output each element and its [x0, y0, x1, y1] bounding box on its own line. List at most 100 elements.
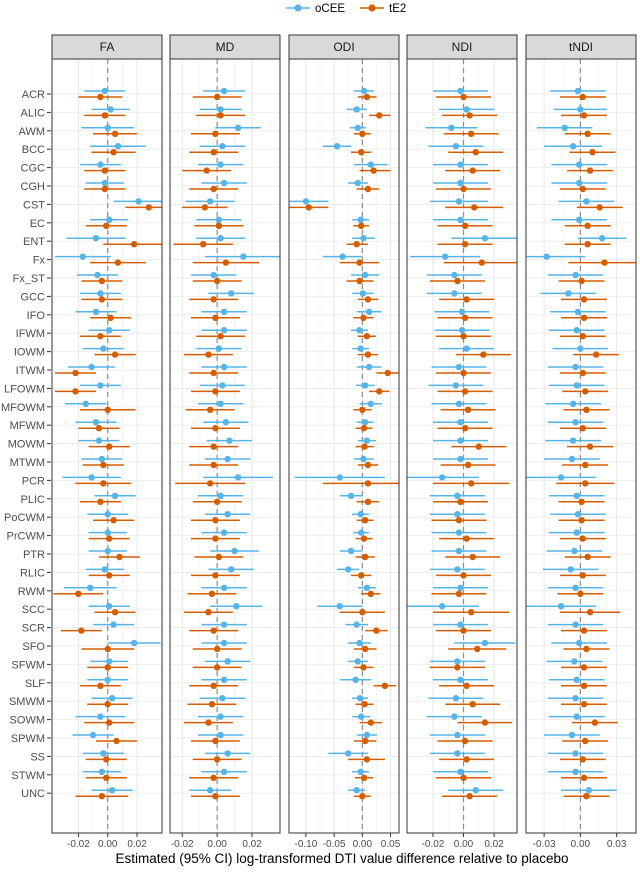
point-estimate [361, 517, 369, 524]
point-estimate [460, 369, 467, 377]
point-estimate [106, 719, 113, 726]
point-estimate [92, 235, 100, 242]
point-estimate [104, 701, 111, 708]
point-estimate [578, 517, 585, 524]
point-estimate [354, 124, 362, 131]
point-estimate [75, 590, 82, 597]
point-estimate [336, 474, 343, 481]
point-estimate [474, 645, 481, 653]
point-estimate [561, 124, 568, 131]
point-estimate [363, 731, 371, 739]
point-estimate [86, 584, 94, 591]
point-estimate [461, 425, 469, 432]
point-estimate [357, 511, 364, 518]
row-label-lfowm: LFOWM [4, 383, 45, 395]
point-estimate [373, 627, 380, 634]
point-estimate [365, 363, 373, 371]
point-estimate [356, 639, 363, 647]
point-estimate [97, 682, 104, 689]
point-estimate [460, 572, 467, 579]
point-estimate [367, 719, 374, 726]
point-estimate [361, 645, 369, 653]
series-ocee [185, 87, 280, 794]
point-estimate [104, 645, 111, 653]
x-tick-label: 0.00 [98, 839, 118, 850]
point-estimate [575, 216, 583, 223]
row-label-spwm: SPWM [11, 733, 45, 745]
row-label-itwm: ITWM [16, 365, 45, 377]
point-estimate [106, 535, 113, 542]
point-estimate [360, 455, 367, 463]
point-estimate [363, 93, 371, 101]
point-estimate [361, 419, 369, 426]
point-estimate [111, 130, 119, 137]
row-label-gcc: GCC [21, 291, 46, 303]
x-tick-label: -0.02 [67, 839, 90, 850]
point-estimate [455, 400, 463, 407]
point-estimate [596, 204, 603, 211]
point-estimate [210, 774, 217, 781]
point-estimate [97, 161, 104, 168]
point-estimate [579, 93, 587, 101]
point-estimate [598, 235, 606, 242]
point-estimate [575, 639, 583, 647]
point-estimate [367, 400, 374, 407]
point-estimate [360, 664, 367, 671]
row-label-iowm: IOWM [14, 347, 45, 359]
point-estimate [569, 143, 577, 150]
row-label-smwm: SMWM [9, 696, 45, 708]
point-estimate [579, 572, 587, 579]
point-estimate [455, 363, 463, 371]
point-estimate [205, 609, 212, 616]
point-estimate [454, 511, 461, 518]
panel-ndi: NDI -0.02 0.00 0.02 [406, 34, 518, 850]
point-estimate [360, 425, 368, 432]
point-estimate [106, 658, 113, 665]
point-estimate [220, 327, 228, 334]
x-tick-label: 0.05 [381, 839, 401, 850]
point-estimate [460, 93, 467, 101]
x-tick-label: -0.03 [533, 839, 556, 850]
point-estimate [361, 443, 368, 450]
point-estimate [110, 517, 117, 524]
point-estimate [215, 222, 223, 229]
row-label-sowm: SOWM [10, 715, 45, 727]
point-estimate [364, 351, 372, 358]
legend: oCEE tE2 [286, 3, 406, 15]
point-estimate [363, 584, 371, 591]
point-estimate [359, 130, 366, 137]
point-estimate [205, 351, 212, 358]
point-estimate [101, 112, 109, 119]
point-estimate [220, 584, 228, 591]
point-estimate [88, 474, 95, 481]
series-te2 [289, 93, 399, 800]
point-estimate [578, 277, 585, 285]
point-estimate [438, 474, 446, 481]
point-estimate [116, 553, 123, 561]
point-estimate [364, 296, 372, 303]
panel-border [51, 58, 163, 834]
point-estimate [464, 461, 472, 469]
point-estimate [457, 498, 464, 505]
point-estimate [356, 259, 363, 266]
point-estimate [601, 259, 608, 266]
point-estimate [212, 793, 219, 800]
point-estimate [222, 259, 230, 266]
point-estimate [460, 185, 467, 193]
point-estimate [565, 290, 572, 297]
point-estimate [231, 547, 238, 555]
point-estimate [215, 216, 223, 223]
point-estimate [579, 369, 587, 377]
point-estimate [219, 382, 226, 389]
point-estimate [363, 333, 371, 340]
row-label-pcr: PCR [22, 475, 45, 487]
point-estimate [226, 437, 233, 444]
point-estimate [305, 204, 312, 211]
point-estimate [217, 112, 224, 119]
point-estimate [457, 676, 464, 683]
point-estimate [130, 639, 138, 647]
point-estimate [347, 547, 355, 555]
row-label-mowm: MOWM [8, 439, 45, 451]
row-label-ec: EC [30, 218, 45, 230]
